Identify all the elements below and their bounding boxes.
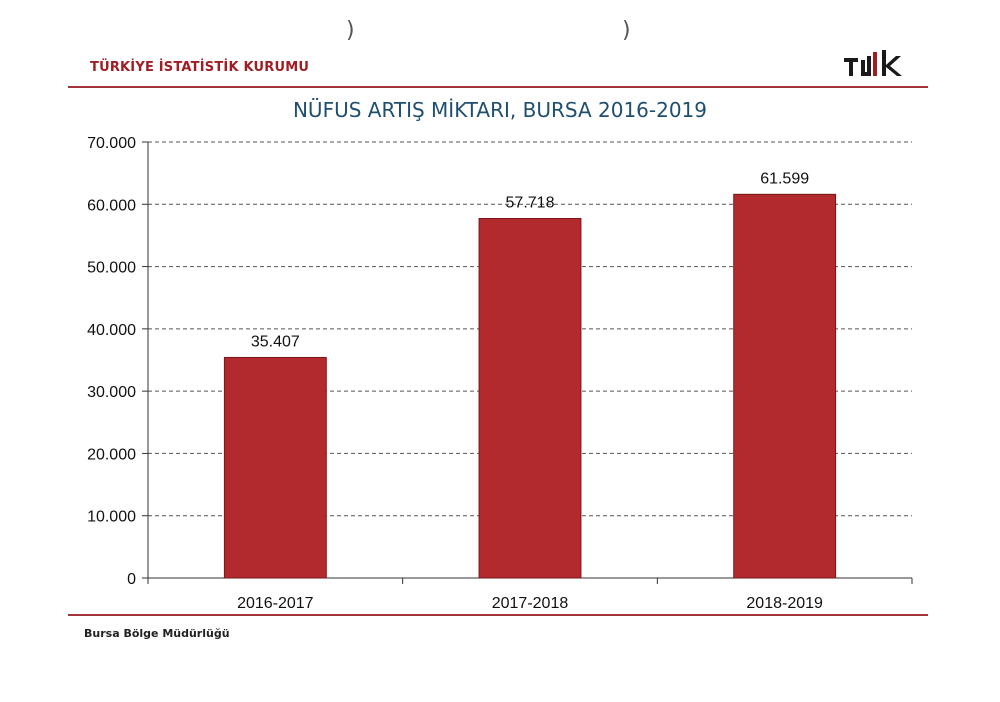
organization-name: TÜRKİYE İSTATİSTİK KURUMU	[90, 60, 310, 75]
bar	[223, 356, 327, 579]
data-label: 61.599	[760, 170, 809, 187]
header-divider	[68, 86, 928, 88]
punch-hole-mark: )	[622, 18, 631, 43]
regional-office-label: Bursa Bölge Müdürlüğü	[84, 627, 230, 640]
punch-hole-mark: )	[346, 18, 355, 43]
bar	[478, 217, 582, 579]
y-tick-label: 60.000	[87, 197, 136, 214]
data-label: 57.718	[506, 194, 555, 211]
x-category-label: 2018-2019	[746, 595, 823, 612]
chart-title: NÜFUS ARTIŞ MİKTARI, BURSA 2016-2019	[292, 98, 708, 122]
data-label: 35.407	[251, 333, 300, 350]
bar	[733, 193, 837, 579]
x-category-label: 2017-2018	[492, 595, 569, 612]
x-category-label: 2016-2017	[237, 595, 314, 612]
y-tick-label: 70.000	[87, 135, 136, 152]
y-tick-label: 30.000	[87, 384, 136, 401]
y-tick-label: 10.000	[87, 509, 136, 526]
y-tick-label: 20.000	[87, 446, 136, 463]
footer-divider	[68, 614, 928, 616]
tuik-logo-icon	[844, 50, 902, 76]
y-tick-label: 50.000	[87, 260, 136, 277]
y-tick-label: 40.000	[87, 322, 136, 339]
y-tick-label: 0	[127, 571, 136, 588]
